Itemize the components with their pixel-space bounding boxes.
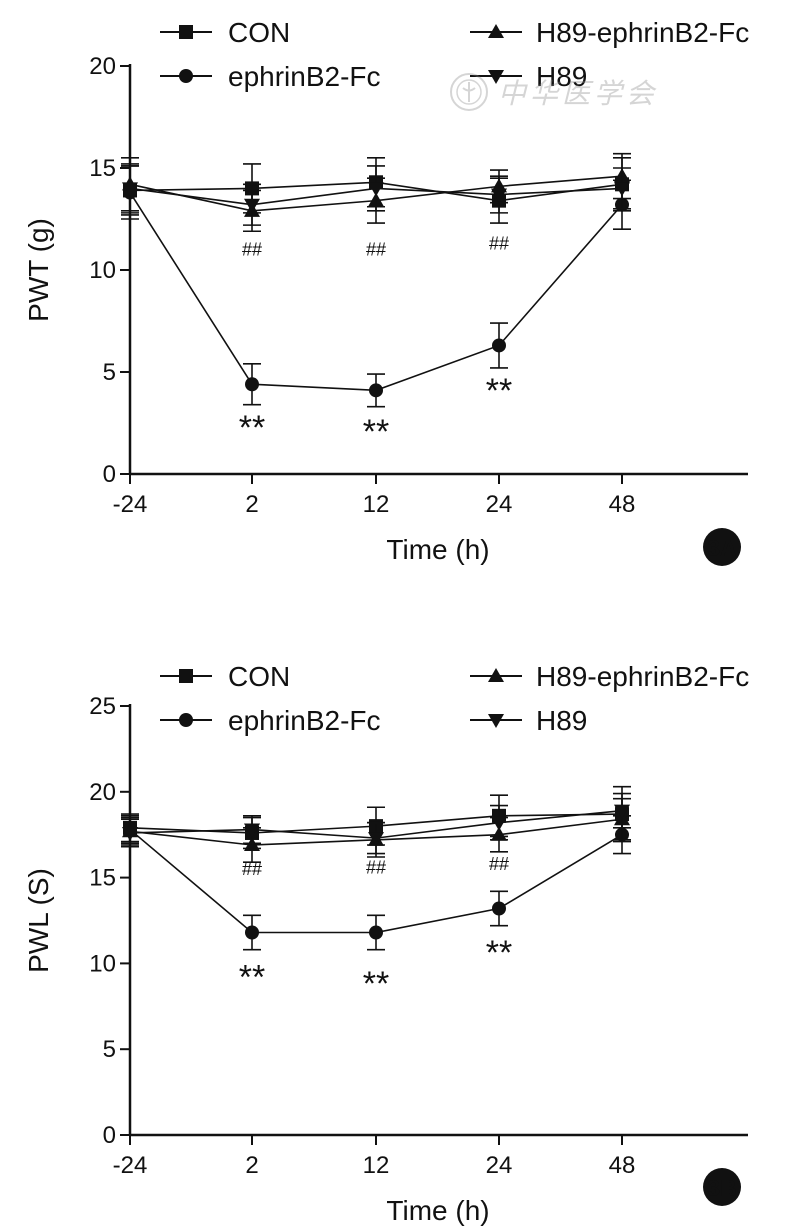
data-point xyxy=(369,925,383,940)
legend-item-CON: CON xyxy=(160,17,290,48)
y-tick-label: 20 xyxy=(89,779,116,806)
data-point xyxy=(244,823,260,838)
significance-hashes: ## xyxy=(242,859,262,879)
significance-hashes: ## xyxy=(242,240,262,260)
significance-stars: ** xyxy=(239,958,265,996)
data-point xyxy=(491,188,507,203)
panel-badge: 3B xyxy=(703,1168,741,1206)
legend-item-H89-ephrinB2-Fc: H89-ephrinB2-Fc xyxy=(470,17,749,48)
significance-stars: ** xyxy=(239,409,265,447)
x-tick-label: 48 xyxy=(609,1152,636,1179)
legend-item-ephrinB2-Fc: ephrinB2-Fc xyxy=(160,705,381,736)
y-tick-label: 15 xyxy=(89,865,116,892)
legend: CON ephrinB2-Fc H89-ephrinB2-Fc H89 xyxy=(160,17,749,92)
legend-label: H89-ephrinB2-Fc xyxy=(536,661,749,692)
legend-item-H89-ephrinB2-Fc: H89-ephrinB2-Fc xyxy=(470,661,749,692)
legend-marker xyxy=(179,713,193,727)
legend-marker xyxy=(179,669,193,683)
legend-marker xyxy=(488,24,504,38)
y-tick-label: 5 xyxy=(103,1036,116,1063)
significance-hashes: ## xyxy=(489,854,509,874)
legend-marker xyxy=(488,70,504,84)
significance-stars: ** xyxy=(486,372,512,410)
series-H89 xyxy=(121,792,631,855)
data-point xyxy=(492,901,506,916)
significance-hashes: ## xyxy=(489,233,509,253)
y-axis-title: PWT (g) xyxy=(23,218,54,322)
legend-marker xyxy=(488,714,504,728)
legend: CON ephrinB2-Fc H89-ephrinB2-Fc H89 xyxy=(160,661,749,736)
data-point xyxy=(122,182,138,197)
legend-label: H89 xyxy=(536,705,587,736)
chart-panel-3B: 0 5 10 15 20 25 -24 2 12 24 48 Time (h) PWL (S) ## ## #… xyxy=(23,661,749,1226)
panel-badge-circle xyxy=(703,528,741,566)
legend-marker xyxy=(488,668,504,682)
panel-badge-circle xyxy=(703,1168,741,1206)
legend-label: ephrinB2-Fc xyxy=(228,61,381,92)
y-tick-label: 15 xyxy=(89,155,116,182)
y-tick-label: 25 xyxy=(89,693,116,720)
data-point xyxy=(245,925,259,940)
x-tick-label: -24 xyxy=(113,1152,148,1179)
watermark: 中华医学会 xyxy=(448,64,748,120)
x-tick-label: 12 xyxy=(363,491,390,518)
x-tick-label: 48 xyxy=(609,491,636,518)
legend-item-CON: CON xyxy=(160,661,290,692)
x-axis-title: Time (h) xyxy=(386,1195,489,1226)
legend-item-H89: H89 xyxy=(470,61,587,92)
data-point xyxy=(368,182,384,197)
x-tick-label: 2 xyxy=(245,491,258,518)
x-tick-label: 24 xyxy=(486,1152,513,1179)
y-axis-title: PWL (S) xyxy=(23,868,54,973)
y-tick-label: 0 xyxy=(103,461,116,488)
legend-label: ephrinB2-Fc xyxy=(228,705,381,736)
panel-badge-label: 3A xyxy=(707,535,736,561)
y-tick-label: 10 xyxy=(89,950,116,977)
data-point xyxy=(614,182,630,197)
data-point xyxy=(369,383,383,398)
significance-hashes: ## xyxy=(366,240,386,260)
data-point xyxy=(614,804,630,819)
chart-panel-3A: 0 5 10 15 20 -24 2 12 24 48 Time (h) PWT (g) ## ## ## *… xyxy=(23,17,749,566)
data-point xyxy=(122,826,138,841)
data-point xyxy=(245,377,259,392)
panel-badge-label: 3B xyxy=(707,1175,736,1201)
x-tick-label: 12 xyxy=(363,1152,390,1179)
legend-marker xyxy=(179,69,193,83)
y-tick-label: 10 xyxy=(89,257,116,284)
significance-hashes: ## xyxy=(366,857,386,877)
watermark-text: 中华医学会 xyxy=(498,77,659,110)
data-point xyxy=(492,338,506,353)
data-point xyxy=(491,816,507,831)
significance-stars: ** xyxy=(363,965,389,1003)
legend-label: CON xyxy=(228,661,290,692)
x-tick-label: 24 xyxy=(486,491,513,518)
x-tick-label: -24 xyxy=(113,491,148,518)
panel-badge: 3A xyxy=(703,528,741,566)
significance-stars: ** xyxy=(363,413,389,451)
x-axis-title: Time (h) xyxy=(386,534,489,565)
x-tick-label: 2 xyxy=(245,1152,258,1179)
legend-marker xyxy=(179,25,193,39)
legend-label: H89 xyxy=(536,61,587,92)
seal-logo-icon xyxy=(450,73,488,111)
data-point xyxy=(368,832,384,847)
data-point xyxy=(244,198,260,213)
legend-label: CON xyxy=(228,17,290,48)
y-tick-label: 5 xyxy=(103,359,116,386)
legend-item-H89: H89 xyxy=(470,705,587,736)
legend-label: H89-ephrinB2-Fc xyxy=(536,17,749,48)
y-tick-label: 20 xyxy=(89,53,116,80)
series-H89 xyxy=(121,163,631,226)
significance-stars: ** xyxy=(486,934,512,972)
y-tick-label: 0 xyxy=(103,1122,116,1149)
legend-item-ephrinB2-Fc: ephrinB2-Fc xyxy=(160,61,381,92)
